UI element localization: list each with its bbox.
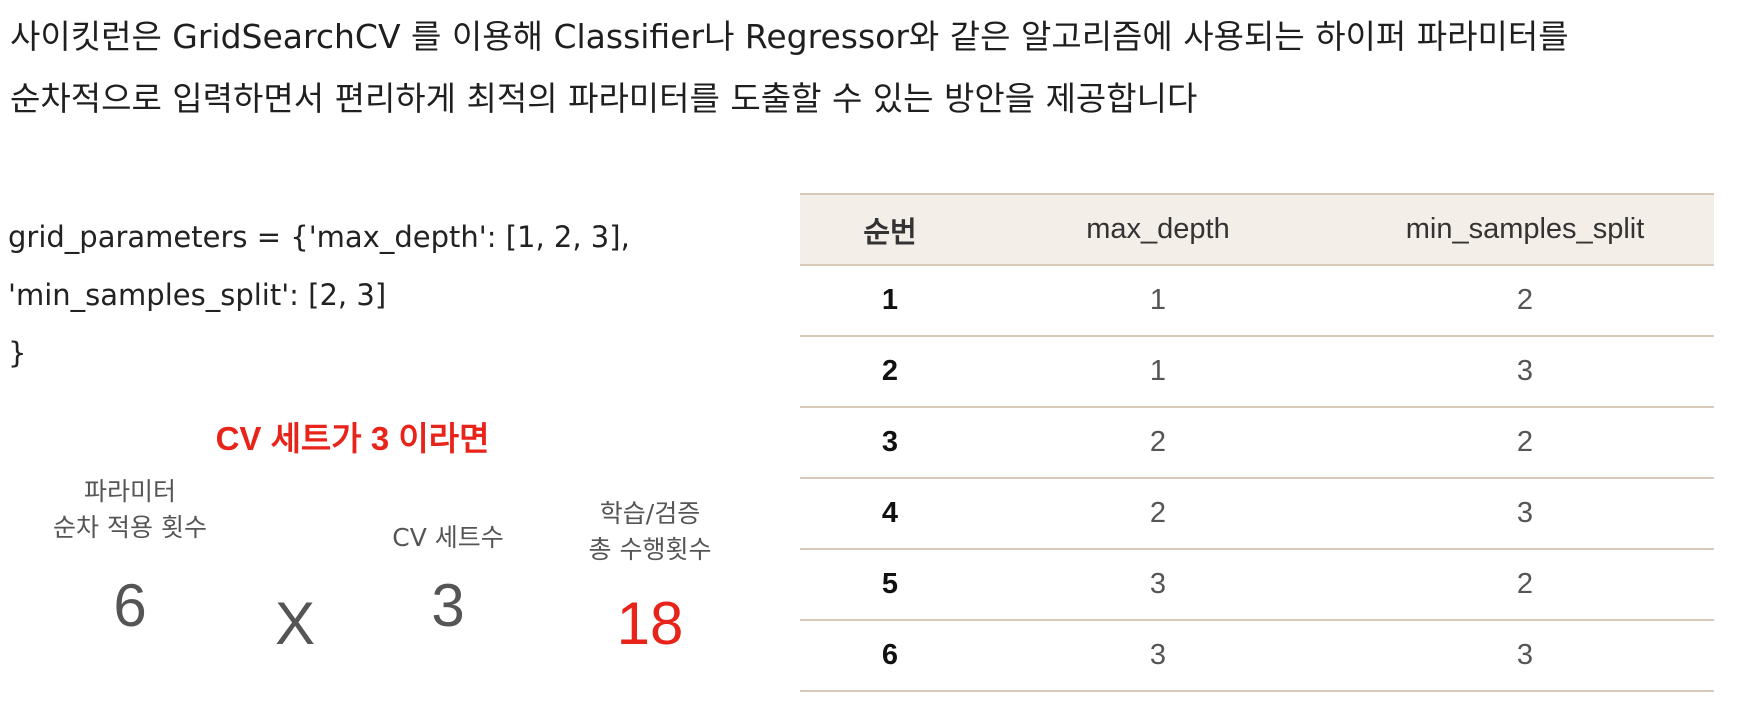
parameter-combinations-table: 순번 max_depth min_samples_split 1 1 2 2 1…	[800, 193, 1714, 692]
cell-max-depth: 3	[980, 549, 1336, 621]
cell-index: 5	[800, 549, 980, 621]
cv-heading: CV 세트가 3 이라면	[215, 420, 490, 457]
table-row: 6 3 3	[800, 620, 1714, 692]
code-line-2: 'min_samples_split': [2, 3]	[8, 278, 387, 312]
param-count-value: 6	[113, 572, 147, 639]
cell-min-samples-split: 2	[1336, 407, 1714, 479]
cell-max-depth: 1	[980, 265, 1336, 337]
table-row: 4 2 3	[800, 478, 1714, 550]
cell-min-samples-split: 2	[1336, 549, 1714, 621]
times-column: X	[255, 594, 335, 654]
cv-count-value: 3	[431, 572, 465, 639]
table-row: 1 1 2	[800, 265, 1714, 337]
header-max-depth: max_depth	[980, 193, 1336, 266]
cell-min-samples-split: 3	[1336, 620, 1714, 692]
table-row: 3 2 2	[800, 407, 1714, 479]
cell-max-depth: 2	[980, 407, 1336, 479]
total-count-column: 학습/검증 총 수행횟수 18	[545, 496, 755, 654]
table-header-row: 순번 max_depth min_samples_split	[800, 193, 1714, 266]
param-count-label: 파라미터 순차 적용 횟수	[53, 477, 207, 542]
cell-index: 6	[800, 620, 980, 692]
code-line-3: }	[8, 336, 27, 370]
cell-max-depth: 3	[980, 620, 1336, 692]
cell-max-depth: 1	[980, 336, 1336, 408]
header-index: 순번	[800, 193, 980, 266]
intro-line-2: 순차적으로 입력하면서 편리하게 최적의 파라미터를 도출할 수 있는 방안을 …	[10, 79, 1198, 118]
cv-count-column: CV 세트수 3	[358, 520, 538, 636]
table-row: 2 1 3	[800, 336, 1714, 408]
table-row: 5 3 2	[800, 549, 1714, 621]
intro-line-1: 사이킷런은 GridSearchCV 를 이용해 Classifier나 Reg…	[10, 17, 1569, 56]
cell-min-samples-split: 3	[1336, 336, 1714, 408]
grid-parameters-code: grid_parameters = {'max_depth': [1, 2, 3…	[8, 208, 630, 382]
cell-index: 4	[800, 478, 980, 550]
total-count-value: 18	[616, 590, 684, 657]
code-line-1: grid_parameters = {'max_depth': [1, 2, 3…	[8, 220, 630, 254]
cell-min-samples-split: 2	[1336, 265, 1714, 337]
param-count-column: 파라미터 순차 적용 횟수 6	[20, 474, 240, 636]
cell-index: 2	[800, 336, 980, 408]
cell-min-samples-split: 3	[1336, 478, 1714, 550]
intro-paragraph: 사이킷런은 GridSearchCV 를 이용해 Classifier나 Reg…	[10, 6, 1750, 130]
total-count-label: 학습/검증 총 수행횟수	[588, 499, 712, 564]
times-symbol: X	[274, 590, 316, 657]
cell-max-depth: 2	[980, 478, 1336, 550]
cell-index: 3	[800, 407, 980, 479]
header-min-samples-split: min_samples_split	[1336, 193, 1714, 266]
cell-index: 1	[800, 265, 980, 337]
cv-count-label: CV 세트수	[392, 523, 504, 552]
